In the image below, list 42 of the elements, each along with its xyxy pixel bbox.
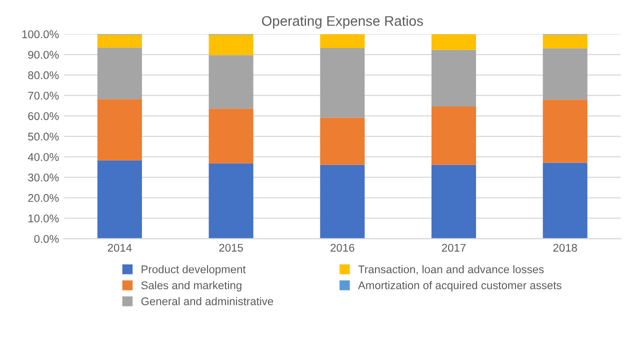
x-tick-label: 2015: [219, 244, 243, 252]
y-tick-label: 90.0%: [28, 50, 59, 59]
y-tick-label: 40.0%: [28, 153, 59, 161]
bar: [97, 99, 142, 160]
bar: [431, 50, 476, 107]
y-tick-label: 100.0%: [22, 30, 59, 38]
bar: [431, 106, 476, 165]
bar: [208, 34, 254, 56]
legend-label: Product development: [142, 265, 246, 276]
legend-label: Amortization of acquired customer assets: [358, 281, 562, 292]
bar: [542, 48, 588, 100]
legend-label: Transaction, loan and advance losses: [358, 265, 544, 275]
bar: [542, 100, 588, 163]
y-tick-label: 10.0%: [28, 214, 59, 222]
y-tick-label: 20.0%: [28, 194, 59, 202]
y-tick-label: 70.0%: [28, 92, 59, 100]
chart-title: Operating Expense Ratios: [262, 16, 423, 29]
bar: [320, 164, 365, 239]
bar: [320, 118, 365, 165]
y-tick-label: 80.0%: [28, 71, 59, 80]
x-tick-label: 2017: [442, 244, 466, 252]
bar: [542, 34, 588, 48]
bar: [97, 34, 142, 48]
bar: [431, 34, 476, 50]
x-tick-label: 2018: [553, 244, 577, 252]
y-tick-label: 0.0%: [34, 234, 59, 243]
bar: [320, 34, 365, 48]
y-tick-label: 30.0%: [28, 174, 59, 182]
bar: [320, 48, 365, 118]
x-tick-label: 2014: [108, 244, 132, 252]
bar: [208, 163, 254, 239]
x-tick-label: 2016: [330, 244, 354, 252]
y-tick-label: 60.0%: [28, 112, 59, 120]
bar: [208, 55, 254, 109]
legend-label: Sales and marketing: [141, 281, 242, 292]
bar: [431, 164, 476, 239]
y-tick-label: 50.0%: [28, 132, 59, 141]
legend-label: General and administrative: [141, 297, 274, 306]
bar: [208, 108, 254, 164]
bar: [542, 162, 588, 239]
bar: [97, 160, 142, 239]
bar: [97, 48, 142, 100]
